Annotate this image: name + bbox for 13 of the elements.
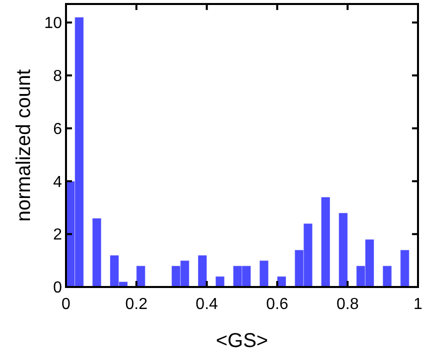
x-axis-title: <GS> [216, 330, 268, 352]
y-tick-label: 0 [53, 280, 62, 297]
x-tick-label: 1 [414, 296, 423, 313]
y-tick-label: 2 [53, 226, 62, 244]
y-tick-label: 8 [53, 68, 62, 86]
x-tick-label: 0.2 [125, 296, 148, 313]
x-tick-label: 0.4 [196, 296, 218, 313]
x-tick-label: 0.8 [336, 296, 359, 313]
y-axis-title: normalized count [13, 68, 35, 222]
x-tick-label: 0.6 [266, 296, 288, 313]
y-tick-label: 10 [44, 15, 62, 32]
y-tick-label: 4 [53, 174, 62, 191]
y-tick-label: 6 [53, 120, 62, 138]
